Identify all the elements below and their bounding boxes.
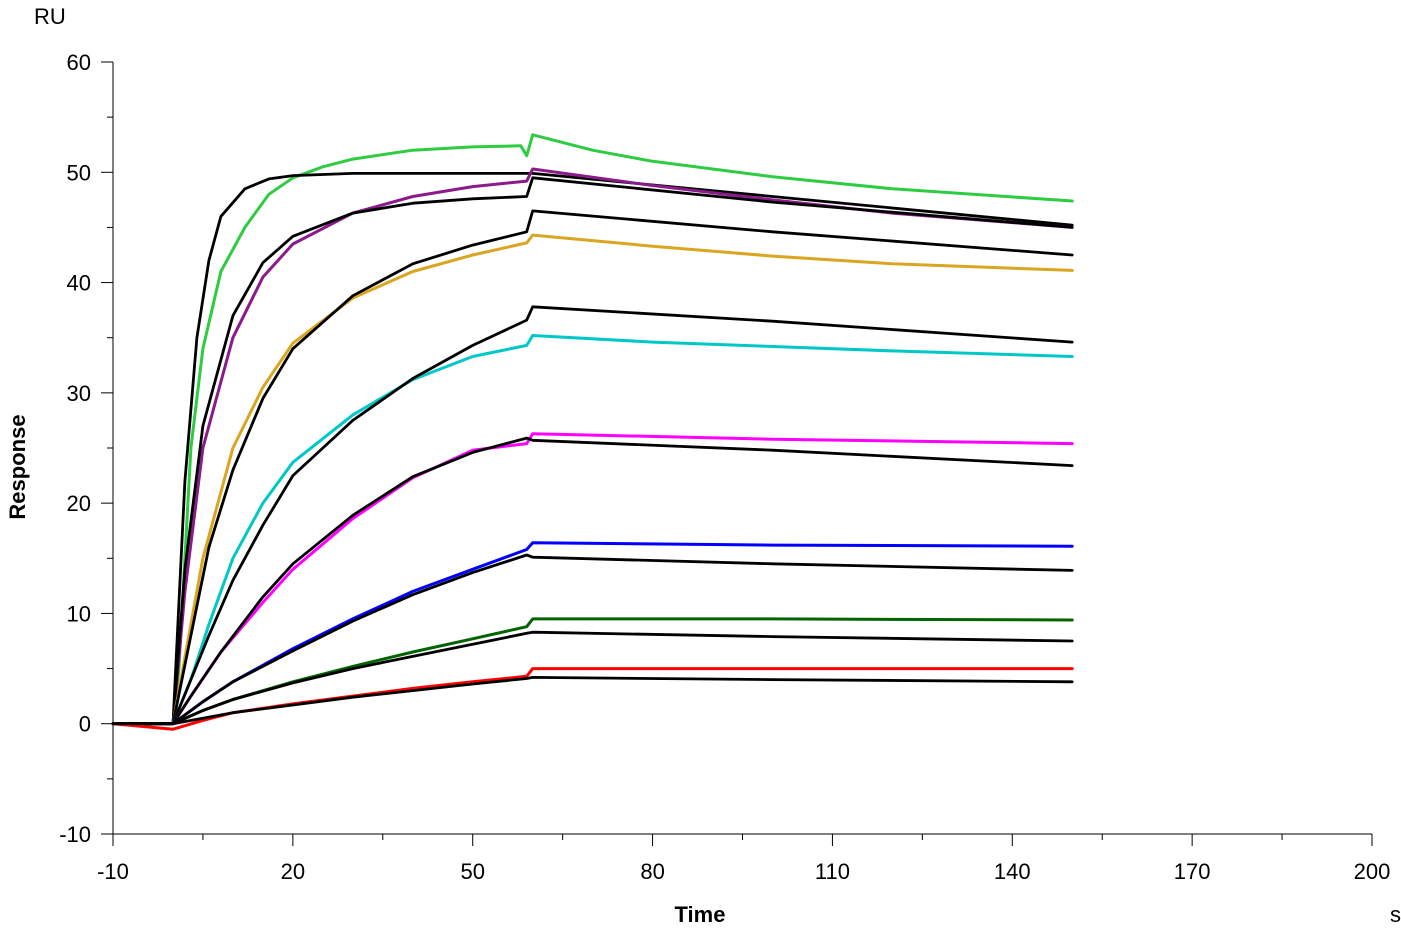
y-tick-label: 20 [67, 491, 91, 516]
y-axis-title: Response [5, 414, 30, 519]
x-tick-label: 50 [460, 859, 484, 884]
x-axis-title: Time [675, 902, 726, 927]
x-tick-label: 200 [1354, 859, 1391, 884]
x-tick-label: 80 [640, 859, 664, 884]
y-tick-label: 50 [67, 160, 91, 185]
y-tick-label: 30 [67, 381, 91, 406]
x-tick-label: -10 [97, 859, 129, 884]
y-tick-label: -10 [59, 822, 91, 847]
y-unit-label: RU [34, 4, 66, 29]
fit-curve-15 [111, 676, 1074, 726]
x-tick-label: 20 [281, 859, 305, 884]
y-tick-label: 60 [67, 50, 91, 75]
x-unit-label: s [1390, 902, 1401, 927]
labels: RU Response Time s [5, 4, 1401, 927]
series-layer [111, 133, 1074, 731]
y-tick-label: 40 [67, 271, 91, 296]
fit-curve-3 [111, 176, 1074, 726]
y-tick-label: 10 [67, 601, 91, 626]
fit-curve-13 [111, 630, 1074, 726]
data-curve-0 [111, 133, 1074, 726]
fit-curve-9 [111, 436, 1074, 726]
x-tick-label: 110 [815, 859, 850, 884]
fit-curve-1 [111, 172, 1074, 726]
y-tick-label: 0 [79, 712, 91, 737]
data-curve-14 [111, 667, 1074, 731]
x-tick-label: 140 [994, 859, 1031, 884]
data-curve-6 [111, 334, 1074, 726]
data-curve-4 [111, 233, 1074, 726]
x-tick-label: 170 [1174, 859, 1211, 884]
fit-curve-7 [111, 305, 1074, 726]
axes: -10 0 10 20 30 40 50 60 -10 20 50 80 110 140 170 200 [59, 50, 1390, 884]
data-curve-2 [111, 167, 1074, 726]
fit-curve-5 [111, 209, 1074, 726]
fit-curve-11 [111, 553, 1074, 726]
